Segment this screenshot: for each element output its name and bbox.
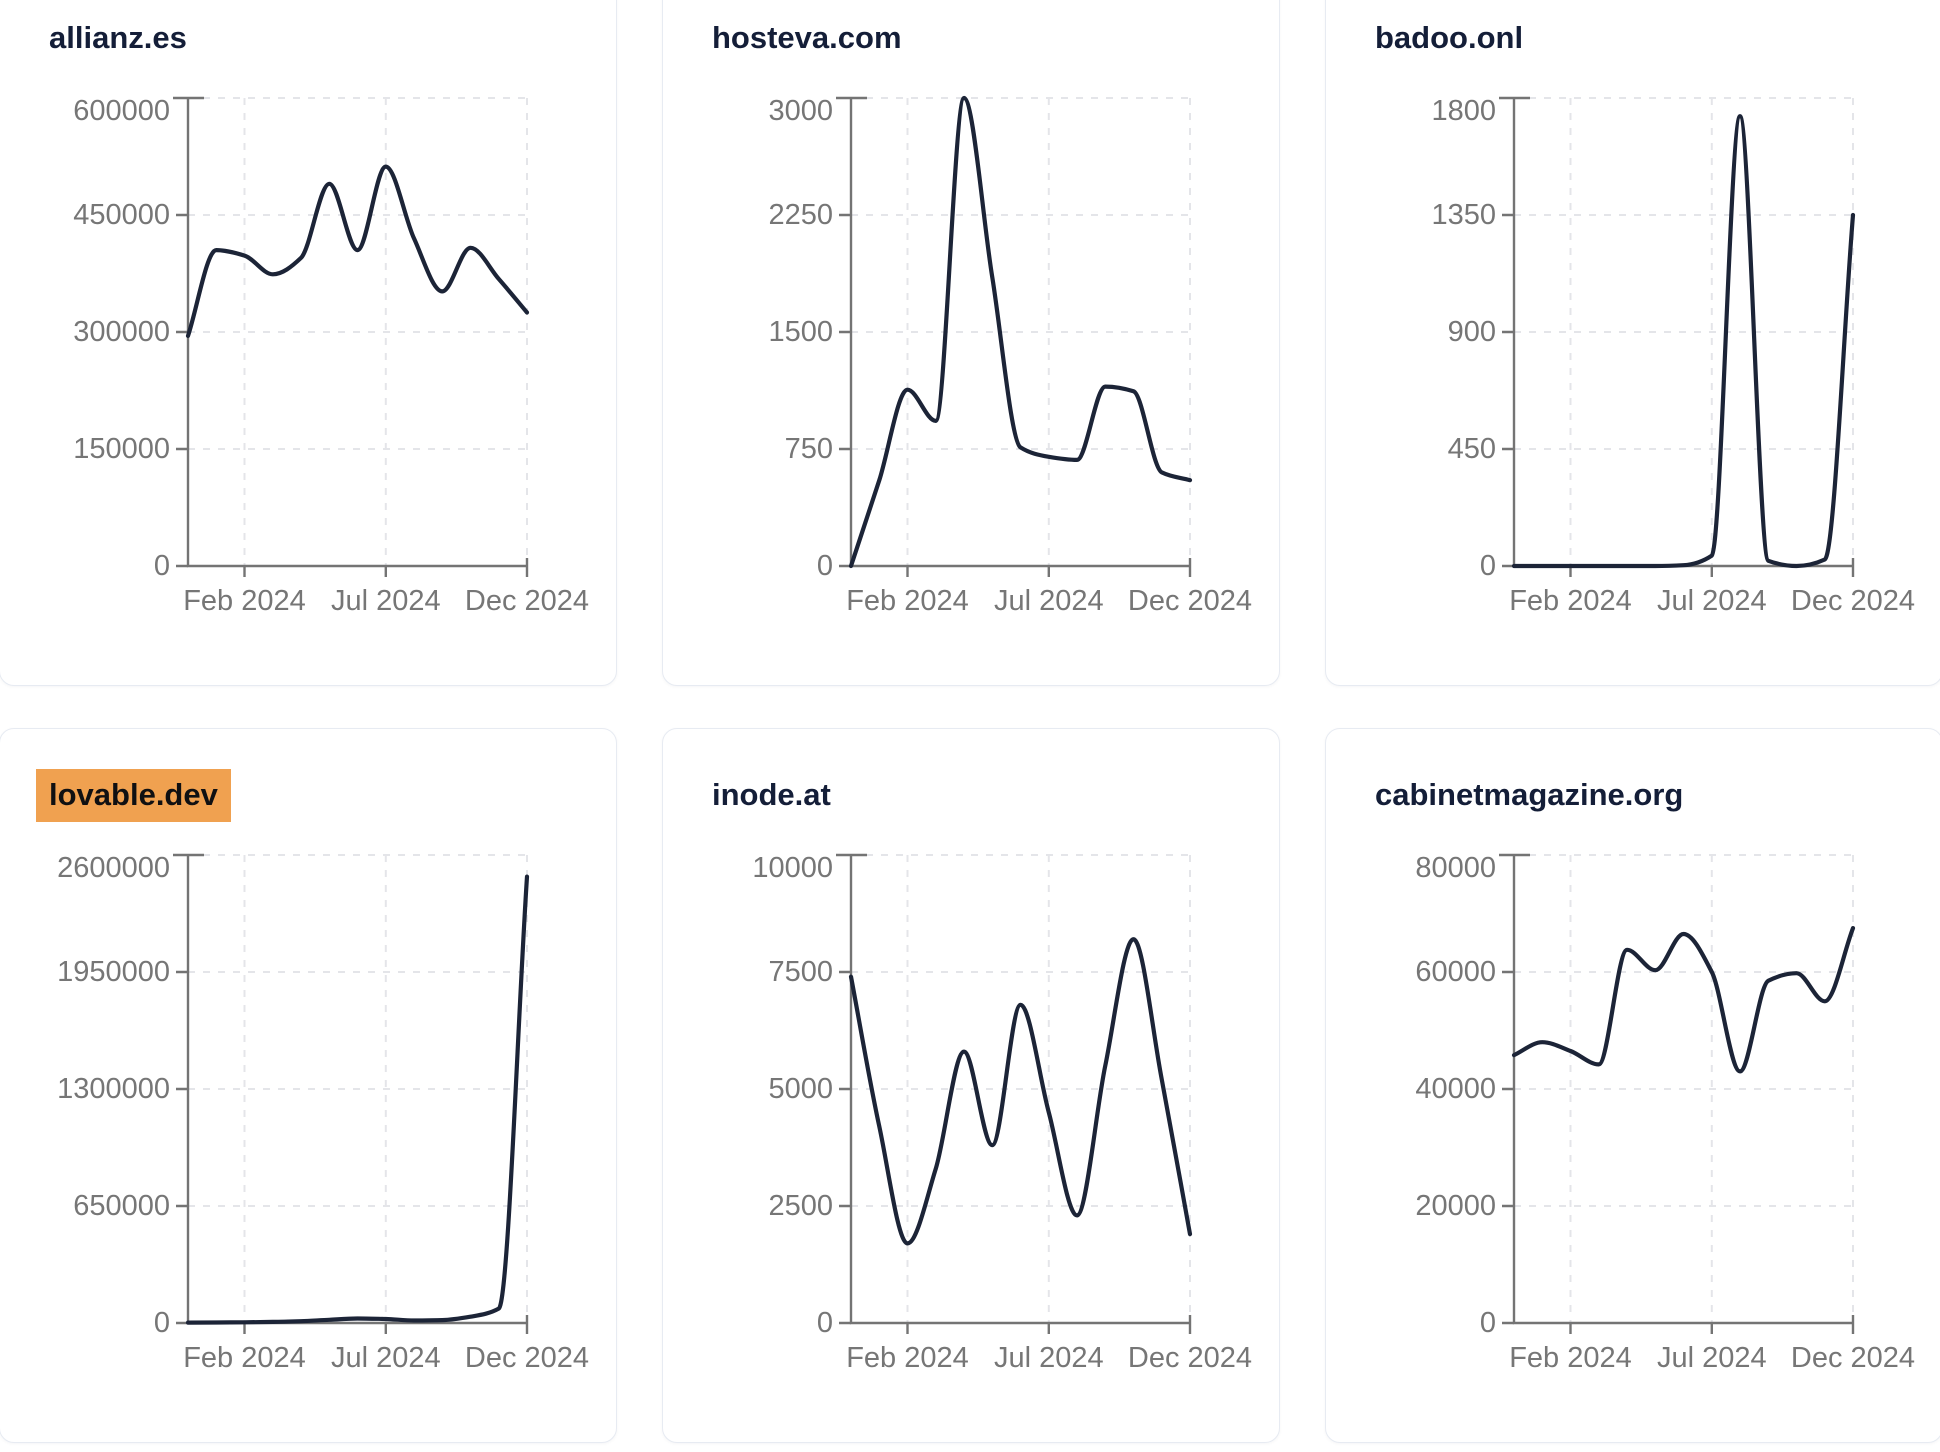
y-tick-label: 1300000 <box>57 1073 170 1105</box>
y-tick-label: 2500 <box>768 1190 833 1222</box>
chart-title: hosteva.com <box>712 20 902 55</box>
y-tick-label: 0 <box>1480 1307 1496 1339</box>
axis-ticks <box>836 853 1192 1334</box>
x-tick-label: Feb 2024 <box>846 1342 969 1374</box>
y-tick-label: 0 <box>817 1307 833 1339</box>
y-tick-labels: 0 150000 300000 450000 600000 <box>73 95 170 582</box>
y-tick-label: 650000 <box>73 1190 170 1222</box>
chart-title: cabinetmagazine.org <box>1375 777 1684 812</box>
x-tick-label: Feb 2024 <box>1509 585 1632 617</box>
y-tick-labels: 0 650000 1300000 1950000 2600000 <box>57 852 170 1339</box>
y-tick-label: 0 <box>817 550 833 582</box>
x-tick-labels: Feb 2024 Jul 2024 Dec 2024 <box>846 585 1252 617</box>
y-tick-label: 0 <box>154 550 170 582</box>
gridlines <box>1514 97 1854 566</box>
x-tick-labels: Feb 2024 Jul 2024 Dec 2024 <box>1509 585 1915 617</box>
y-tick-labels: 0 750 1500 2250 3000 <box>768 95 833 582</box>
y-tick-label: 60000 <box>1415 956 1496 988</box>
series-line <box>185 874 530 1325</box>
y-tick-label: 1350 <box>1431 199 1496 231</box>
y-tick-label: 450 <box>1448 433 1496 465</box>
y-tick-label: 2250 <box>768 199 833 231</box>
y-tick-label: 80000 <box>1415 852 1496 884</box>
gridlines <box>188 854 528 1323</box>
chart-title: badoo.onl <box>1375 20 1524 55</box>
line-chart[interactable]: 0 650000 1300000 1950000 2600000 Feb 2024 Jul … <box>0 729 618 1444</box>
x-tick-labels: Feb 2024 Jul 2024 Dec 2024 <box>846 1342 1252 1374</box>
series-line <box>848 95 1193 569</box>
x-tick-label: Feb 2024 <box>183 585 306 617</box>
axis-ticks <box>173 96 529 577</box>
axis-ticks <box>836 96 1192 577</box>
y-tick-label: 0 <box>1480 550 1496 582</box>
axis-ticks <box>1499 853 1855 1334</box>
line-chart[interactable]: 0 450 900 1350 1800 Feb 2024 Jul 2024 Dec 2024 <box>1326 0 1940 687</box>
x-tick-label: Jul 2024 <box>994 585 1104 617</box>
y-tick-label: 750 <box>785 433 833 465</box>
y-tick-label: 20000 <box>1415 1190 1496 1222</box>
y-tick-label: 600000 <box>73 95 170 127</box>
series-line <box>1511 114 1856 569</box>
y-tick-label: 0 <box>154 1307 170 1339</box>
y-tick-label: 450000 <box>73 199 170 231</box>
x-tick-label: Dec 2024 <box>1791 1342 1915 1374</box>
chart-card-badoo: badoo.onl 0 450 900 1350 1800 Feb 2024 Jul 202… <box>1325 0 1940 686</box>
line-chart[interactable]: 0 2500 5000 7500 10000 Feb 2024 Jul 2024 Dec 20… <box>663 729 1281 1444</box>
x-tick-label: Dec 2024 <box>1791 585 1915 617</box>
y-tick-label: 2600000 <box>57 852 170 884</box>
gridlines <box>1514 854 1854 1323</box>
y-tick-labels: 0 20000 40000 60000 80000 <box>1415 852 1496 1339</box>
x-tick-label: Jul 2024 <box>331 585 441 617</box>
y-tick-label: 3000 <box>768 95 833 127</box>
y-tick-label: 900 <box>1448 316 1496 348</box>
y-tick-label: 40000 <box>1415 1073 1496 1105</box>
y-tick-label: 5000 <box>768 1073 833 1105</box>
y-tick-label: 1800 <box>1431 95 1496 127</box>
series-line <box>848 937 1193 1246</box>
x-tick-labels: Feb 2024 Jul 2024 Dec 2024 <box>1509 1342 1915 1374</box>
chart-card-allianz: allianz.es 0 150000 300000 450000 600000 Feb … <box>0 0 617 686</box>
x-tick-label: Jul 2024 <box>1657 1342 1767 1374</box>
chart-title: inode.at <box>712 777 831 812</box>
axis-ticks <box>1499 96 1855 577</box>
gridlines <box>851 97 1191 566</box>
line-chart[interactable]: 0 20000 40000 60000 80000 Feb 2024 Jul 2024 Dec… <box>1326 729 1940 1444</box>
x-tick-label: Dec 2024 <box>465 585 589 617</box>
axis-ticks <box>173 853 529 1334</box>
line-chart[interactable]: 0 150000 300000 450000 600000 Feb 2024 Jul 202… <box>0 0 618 687</box>
x-tick-label: Dec 2024 <box>465 1342 589 1374</box>
x-tick-label: Feb 2024 <box>1509 1342 1632 1374</box>
y-tick-label: 300000 <box>73 316 170 348</box>
chart-card-inode: inode.at 0 2500 5000 7500 10000 Feb 2024 Jul 2… <box>662 728 1280 1443</box>
x-tick-label: Feb 2024 <box>846 585 969 617</box>
chart-card-lovable: lovable.dev 0 650000 1300000 1950000 2600000… <box>0 728 617 1443</box>
gridlines <box>188 97 528 566</box>
x-tick-label: Dec 2024 <box>1128 1342 1252 1374</box>
y-tick-label: 10000 <box>752 852 833 884</box>
x-tick-label: Jul 2024 <box>994 1342 1104 1374</box>
x-tick-labels: Feb 2024 Jul 2024 Dec 2024 <box>183 585 589 617</box>
line-chart[interactable]: 0 750 1500 2250 3000 Feb 2024 Jul 2024 Dec 2024 <box>663 0 1281 687</box>
chart-card-hosteva: hosteva.com 0 750 1500 2250 3000 Feb 2024 Jul … <box>662 0 1280 686</box>
x-tick-label: Feb 2024 <box>183 1342 306 1374</box>
series-line <box>185 164 530 338</box>
x-tick-label: Jul 2024 <box>331 1342 441 1374</box>
gridlines <box>851 854 1191 1323</box>
x-tick-labels: Feb 2024 Jul 2024 Dec 2024 <box>183 1342 589 1374</box>
chart-title: allianz.es <box>49 20 187 55</box>
y-tick-labels: 0 450 900 1350 1800 <box>1431 95 1496 582</box>
chart-card-cabinetmagazine: cabinetmagazine.org 0 20000 40000 60000 8000… <box>1325 728 1940 1443</box>
x-tick-label: Dec 2024 <box>1128 585 1252 617</box>
y-tick-label: 7500 <box>768 956 833 988</box>
y-tick-labels: 0 2500 5000 7500 10000 <box>752 852 833 1339</box>
y-tick-label: 150000 <box>73 433 170 465</box>
chart-title: lovable.dev <box>36 769 231 822</box>
y-tick-label: 1500 <box>768 316 833 348</box>
series-line <box>1511 926 1856 1074</box>
x-tick-label: Jul 2024 <box>1657 585 1767 617</box>
y-tick-label: 1950000 <box>57 956 170 988</box>
